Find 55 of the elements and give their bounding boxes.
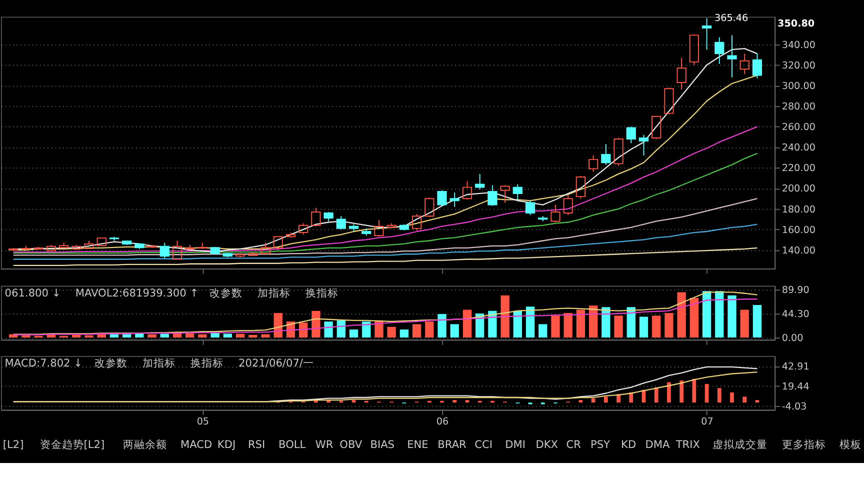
text: MACD xyxy=(180,439,212,452)
y-tick-label: 19.44 xyxy=(782,381,810,392)
annotation: MAVOL2:681939.300 ↑ xyxy=(75,287,199,300)
x-tick-label: 07 xyxy=(701,416,714,428)
text: OBV xyxy=(340,439,363,452)
y-tick-label: 260.00 xyxy=(782,122,816,134)
annotation: 加指标 xyxy=(142,356,176,370)
text: DKX xyxy=(536,439,558,452)
x-tick-label: 06 xyxy=(436,416,449,428)
annotation: 换指标 xyxy=(190,358,224,370)
y-tick-label: 220.00 xyxy=(782,163,816,174)
annotation: 加指标 xyxy=(257,286,290,300)
y-tick-label: 180.00 xyxy=(782,204,816,216)
text: WR xyxy=(315,439,334,452)
y-tick-label: 340.00 xyxy=(782,40,816,51)
annotation: 改参数 xyxy=(94,356,128,370)
text: BRAR xyxy=(438,439,468,452)
text: 虚拟成交量 xyxy=(712,438,768,452)
y-tick-label: 140.00 xyxy=(782,245,816,256)
text: CR xyxy=(566,439,582,452)
y-tick-label: 240.00 xyxy=(782,142,816,154)
y-tick-label: 42.91 xyxy=(782,362,810,373)
y-tick-label: 160.00 xyxy=(782,224,816,236)
y-tick-label: 280.00 xyxy=(782,101,816,112)
y-tick-label: 320.00 xyxy=(782,60,816,72)
y-tick-label: 0.00 xyxy=(782,332,804,344)
annotation: 换指标 xyxy=(305,287,338,300)
x-tick-label: 05 xyxy=(196,416,210,428)
text: RSI xyxy=(248,439,266,452)
annotation: 061.800 ↓ xyxy=(4,287,61,300)
text: DMA xyxy=(645,439,671,452)
y-tick-label: -4.03 xyxy=(782,401,807,412)
text: DMI xyxy=(505,439,526,452)
y-tick-label: 44.30 xyxy=(782,309,810,320)
text: KD xyxy=(621,439,636,452)
text: 两融余额 xyxy=(122,438,167,452)
text: 模板 xyxy=(840,439,862,452)
y-tick-label: 89.90 xyxy=(782,284,810,296)
text: TRIX xyxy=(674,439,700,452)
annotation: MACD:7.802 ↓ xyxy=(4,358,82,370)
text: BOLL xyxy=(278,439,306,452)
text: ENE xyxy=(407,439,428,452)
annotation: 改参数 xyxy=(209,286,242,300)
annotation: 2021/06/07/一 xyxy=(238,358,314,370)
text: 350.80 xyxy=(778,18,815,30)
text: PSY xyxy=(590,439,611,452)
annotation: 365.46 xyxy=(714,13,748,24)
y-tick-label: 300.00 xyxy=(782,80,816,92)
text: BIAS xyxy=(370,439,395,452)
text: 资金趋势[L2] xyxy=(40,438,105,452)
text: [L2] xyxy=(2,439,24,452)
text: KDJ xyxy=(217,439,236,452)
text: 更多指标 xyxy=(782,439,826,452)
text: CCI xyxy=(474,439,492,452)
y-tick-label: 200.00 xyxy=(782,184,816,195)
